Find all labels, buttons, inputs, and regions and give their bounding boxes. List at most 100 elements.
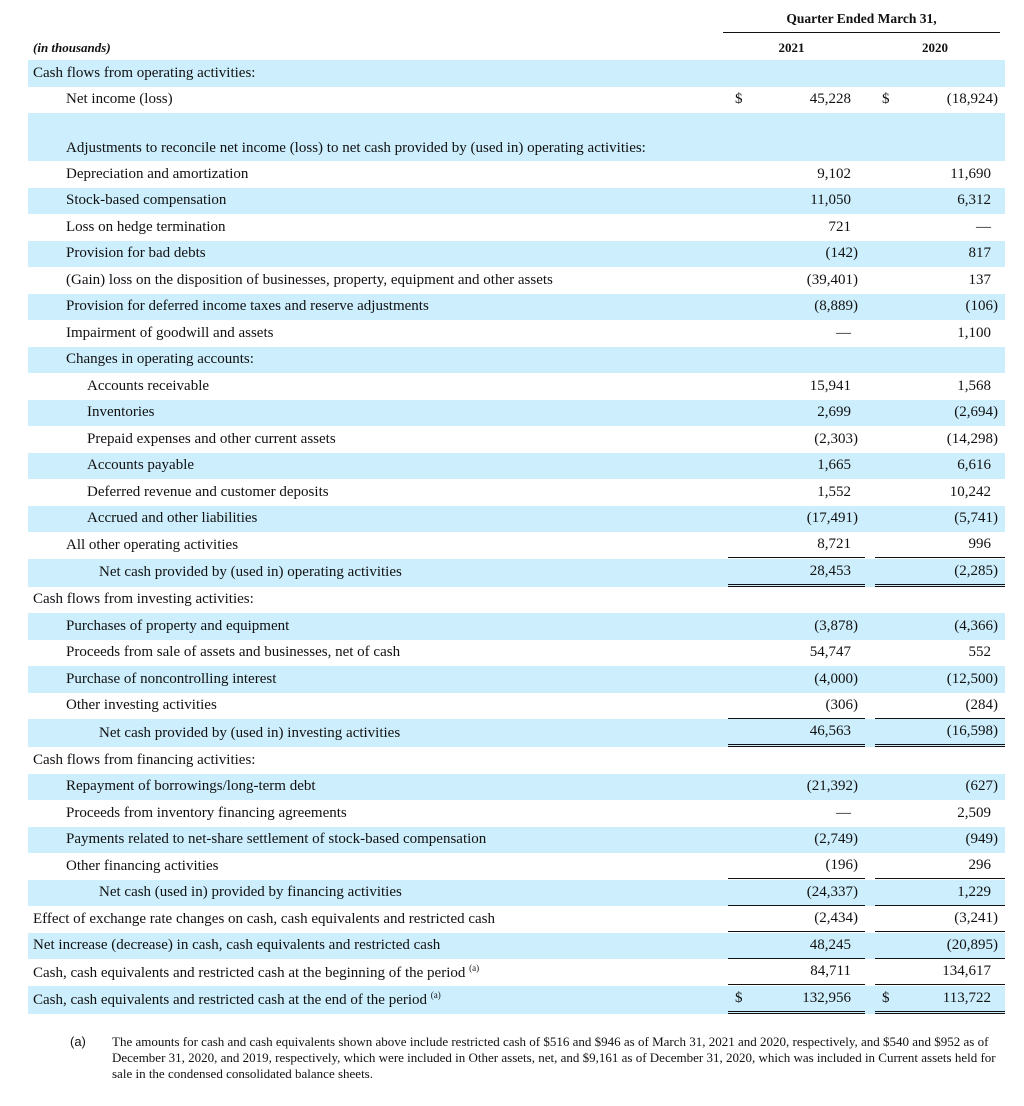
value-cell-2020: (14,298) bbox=[875, 426, 1005, 453]
value: 137 bbox=[968, 271, 992, 288]
row-label-text: Cash, cash equivalents and restricted ca… bbox=[33, 992, 428, 1008]
table-row: Payments related to net-share settlement… bbox=[28, 826, 1005, 853]
row-label: Proceeds from inventory financing agreem… bbox=[28, 800, 728, 827]
value-cell-2020: (3,241) bbox=[875, 906, 1005, 933]
column-gap bbox=[865, 113, 875, 161]
table-row: Purchases of property and equipment (3,87… bbox=[28, 613, 1005, 640]
value: (2,285) bbox=[954, 562, 998, 579]
row-label: Payments related to net-share settlement… bbox=[28, 826, 728, 853]
value: 817 bbox=[968, 245, 992, 262]
row-label-text: Cash flows from financing activities: bbox=[33, 751, 256, 768]
value-cell-2020: (20,895) bbox=[875, 932, 1005, 959]
value: (16,598) bbox=[946, 723, 998, 739]
value-cell-2020: (5,741) bbox=[875, 505, 1005, 532]
value-cell-2021: (24,337) bbox=[728, 879, 865, 906]
value: (12,500) bbox=[946, 670, 998, 687]
row-label-text: Stock-based compensation bbox=[66, 192, 227, 209]
value: (18,924) bbox=[946, 91, 998, 108]
value: 721 bbox=[828, 218, 852, 235]
column-gap bbox=[865, 320, 875, 347]
value-cell-2021: (39,401) bbox=[728, 267, 865, 294]
table-row: Provision for bad debts (142) 817 bbox=[28, 240, 1005, 267]
value-cell-2021: (4,000) bbox=[728, 666, 865, 693]
cash-flow-table: Cash flows from operating activities: Net… bbox=[28, 60, 1005, 1014]
value: (17,491) bbox=[806, 510, 858, 527]
row-label-text: Adjustments to reconcile net income (los… bbox=[66, 140, 646, 156]
row-label: All other operating activities bbox=[28, 532, 728, 559]
table-row: Effect of exchange rate changes on cash,… bbox=[28, 906, 1005, 933]
table-row: Adjustments to reconcile net income (los… bbox=[28, 113, 1005, 161]
value-cell-2021: 9,102 bbox=[728, 161, 865, 188]
row-label: Cash flows from investing activities: bbox=[28, 587, 728, 614]
value: 1,229 bbox=[957, 883, 991, 900]
value-cell-2020: (16,598) bbox=[875, 719, 1005, 747]
table-row: Proceeds from inventory financing agreem… bbox=[28, 800, 1005, 827]
row-label-text: Proceeds from inventory financing agreem… bbox=[66, 804, 347, 821]
value-cell-2021: (21,392) bbox=[728, 773, 865, 800]
row-label-text: Inventories bbox=[87, 404, 155, 421]
value-cell-2021: (8,889) bbox=[728, 293, 865, 320]
value: 48,245 bbox=[809, 936, 851, 953]
value: (24,337) bbox=[806, 883, 858, 900]
value: (4,000) bbox=[814, 670, 858, 687]
table-row: Net cash provided by (used in) operating… bbox=[28, 558, 1005, 587]
value-cell-2021: 28,453 bbox=[728, 558, 865, 587]
column-gap bbox=[865, 505, 875, 532]
column-group-header: Quarter Ended March 31, bbox=[786, 11, 937, 26]
value: 84,711 bbox=[810, 963, 851, 980]
currency-symbol: $ bbox=[882, 91, 890, 108]
table-row: Provision for deferred income taxes and … bbox=[28, 293, 1005, 320]
value-cell-2021 bbox=[728, 587, 865, 614]
value: (2,694) bbox=[954, 404, 998, 421]
table-row: Prepaid expenses and other current asset… bbox=[28, 426, 1005, 453]
value: 28,453 bbox=[809, 562, 851, 579]
row-label-text: Net income (loss) bbox=[66, 91, 173, 108]
value-cell-2021: (2,434) bbox=[728, 906, 865, 933]
row-label-text: Accrued and other liabilities bbox=[87, 510, 258, 527]
value-cell-2021: (196) bbox=[728, 853, 865, 880]
table-row: Cash, cash equivalents and restricted ca… bbox=[28, 959, 1005, 986]
units-label: (in thousands) bbox=[33, 40, 111, 55]
value-cell-2021: 15,941 bbox=[728, 373, 865, 400]
value: — bbox=[976, 218, 991, 235]
row-label-text: Net cash provided by (used in) investing… bbox=[99, 724, 401, 741]
value: 996 bbox=[968, 536, 992, 553]
row-label-text: Accounts receivable bbox=[87, 377, 210, 394]
row-label: Provision for bad debts bbox=[28, 240, 728, 267]
table-row: Repayment of borrowings/long-term debt (2… bbox=[28, 773, 1005, 800]
table-row: Cash flows from operating activities: bbox=[28, 60, 1005, 87]
column-gap bbox=[865, 613, 875, 640]
row-label: Cash, cash equivalents and restricted ca… bbox=[28, 985, 728, 1014]
value-cell-2021 bbox=[728, 346, 865, 373]
value: 132,956 bbox=[802, 989, 851, 1006]
value-cell-2020: $113,722 bbox=[875, 985, 1005, 1014]
column-gap bbox=[865, 479, 875, 506]
value-cell-2020: $ (18,924) bbox=[875, 87, 1005, 114]
value-cell-2021: $132,956 bbox=[728, 985, 865, 1014]
row-label: Loss on hedge termination bbox=[28, 214, 728, 241]
column-gap bbox=[865, 773, 875, 800]
value-cell-2021 bbox=[728, 60, 865, 87]
value: (3,241) bbox=[954, 910, 998, 927]
table-row: Proceeds from sale of assets and busines… bbox=[28, 640, 1005, 667]
value-cell-2020: 1,100 bbox=[875, 320, 1005, 347]
table-row: Accrued and other liabilities (17,491) (5,… bbox=[28, 505, 1005, 532]
column-header-2021: 2021 bbox=[723, 40, 860, 62]
column-gap bbox=[865, 346, 875, 373]
value: (3,878) bbox=[814, 617, 858, 634]
row-label: Adjustments to reconcile net income (los… bbox=[28, 113, 728, 161]
row-label: Cash, cash equivalents and restricted ca… bbox=[28, 959, 728, 986]
row-label: Cash flows from operating activities: bbox=[28, 60, 728, 87]
value: 11,050 bbox=[810, 192, 851, 209]
value: (8,889) bbox=[814, 298, 858, 315]
row-label-text: Net cash provided by (used in) operating… bbox=[99, 564, 402, 580]
value-cell-2021: 46,563 bbox=[728, 719, 865, 747]
currency-symbol: $ bbox=[882, 989, 890, 1006]
table-row: Purchase of noncontrolling interest (4,00… bbox=[28, 666, 1005, 693]
value: 1,568 bbox=[957, 377, 991, 394]
value-cell-2020: (2,694) bbox=[875, 399, 1005, 426]
table-row: Net income (loss) $45,228 $ (18,924) bbox=[28, 87, 1005, 114]
footnote-text: The amounts for cash and cash equivalent… bbox=[112, 1034, 996, 1081]
value: 2,699 bbox=[817, 404, 851, 421]
table-row: Cash flows from investing activities: bbox=[28, 587, 1005, 614]
